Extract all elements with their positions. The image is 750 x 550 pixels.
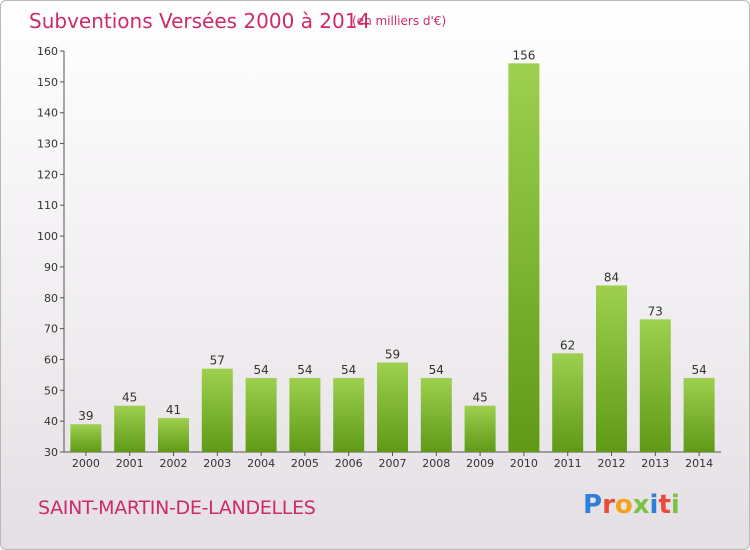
bar-2009 [464, 405, 496, 452]
data-label: 73 [648, 304, 663, 318]
bar-2012 [596, 285, 627, 452]
bar-2011 [552, 353, 584, 452]
bar-2000 [70, 424, 102, 452]
logo-letter: o [614, 490, 633, 520]
logo-letter: P [583, 490, 603, 520]
bar-2014 [683, 377, 715, 452]
y-tick-label: 150 [37, 76, 58, 89]
y-tick-label: 60 [44, 353, 58, 366]
y-tick-label: 70 [44, 323, 58, 336]
chart-title: Subventions Versées 2000 à 2014 [29, 9, 371, 33]
logo-letter: i [649, 490, 659, 520]
logo-letter: t [658, 490, 671, 520]
logo-letter: x [632, 490, 650, 520]
data-label: 39 [78, 409, 93, 423]
data-label: 156 [512, 48, 535, 62]
bar-2004 [245, 377, 277, 452]
x-tick-label: 2005 [291, 457, 319, 470]
proxiti-logo[interactable]: Proxiti [583, 490, 680, 520]
x-tick-label: 2003 [203, 457, 231, 470]
y-tick-label: 30 [44, 446, 58, 459]
logo-letter: r [602, 490, 615, 520]
data-label: 57 [210, 354, 225, 368]
x-tick-label: 2010 [510, 457, 538, 470]
data-label: 59 [385, 348, 400, 362]
y-tick-label: 80 [44, 292, 58, 305]
data-label: 54 [297, 363, 312, 377]
bar-2006 [333, 377, 365, 452]
x-tick-label: 2012 [598, 457, 626, 470]
y-tick-label: 40 [44, 415, 58, 428]
chart-unit-label: (en milliers d'€) [352, 14, 447, 28]
y-tick-label: 140 [37, 107, 58, 120]
bar-2013 [639, 319, 671, 452]
bar-2010 [508, 63, 540, 452]
x-tick-label: 2006 [335, 457, 363, 470]
x-tick-label: 2000 [72, 457, 100, 470]
bar-2007 [377, 362, 408, 452]
data-label: 54 [429, 363, 444, 377]
y-tick-label: 90 [44, 261, 58, 274]
data-label: 54 [253, 363, 268, 377]
data-label: 62 [560, 338, 575, 352]
y-tick-label: 120 [37, 168, 58, 181]
x-tick-label: 2008 [422, 457, 450, 470]
bar-2003 [201, 368, 233, 452]
data-label: 84 [604, 270, 619, 284]
y-tick-label: 160 [37, 45, 58, 58]
logo-letter: i [670, 490, 680, 520]
y-tick-label: 130 [37, 138, 58, 151]
bar-2005 [289, 377, 321, 452]
x-tick-label: 2014 [685, 457, 713, 470]
y-tick-label: 110 [37, 199, 58, 212]
x-tick-label: 2009 [466, 457, 494, 470]
x-tick-label: 2011 [554, 457, 582, 470]
data-label: 41 [166, 403, 181, 417]
x-tick-label: 2001 [116, 457, 144, 470]
bar-2008 [420, 377, 452, 452]
x-tick-label: 2002 [160, 457, 188, 470]
bar-2002 [158, 418, 189, 452]
data-label: 45 [472, 391, 487, 405]
commune-name: SAINT-MARTIN-DE-LANDELLES [38, 497, 316, 519]
data-label: 54 [691, 363, 706, 377]
x-tick-label: 2004 [247, 457, 275, 470]
x-tick-label: 2013 [641, 457, 669, 470]
bar-2001 [114, 405, 146, 452]
data-label: 54 [341, 363, 356, 377]
y-tick-label: 100 [37, 230, 58, 243]
data-label: 45 [122, 391, 137, 405]
x-tick-label: 2007 [379, 457, 407, 470]
y-tick-label: 50 [44, 384, 58, 397]
